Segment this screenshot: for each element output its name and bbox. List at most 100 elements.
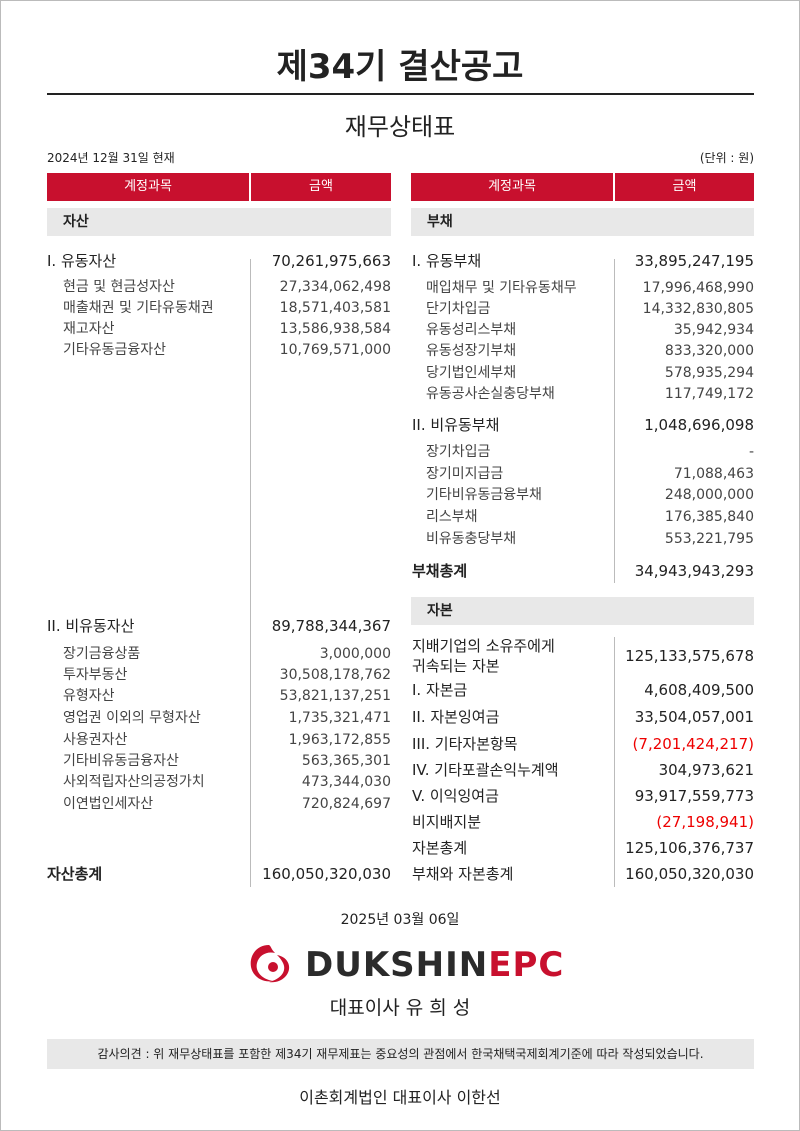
amount: 833,320,000 bbox=[664, 343, 754, 359]
amount: 117,749,172 bbox=[664, 386, 754, 402]
amount: 720,824,697 bbox=[301, 796, 391, 812]
amount: 4,608,409,500 bbox=[644, 681, 754, 699]
report-date: 2025년 03월 06일 bbox=[340, 912, 460, 928]
account-label: 비유동충당부채 bbox=[426, 531, 517, 547]
amount: 160,050,320,030 bbox=[262, 865, 391, 883]
account-label: 장기금융상품 bbox=[63, 646, 141, 662]
header-cell: 계정과목 bbox=[47, 173, 249, 201]
account-heading: 자산총계 bbox=[47, 865, 103, 883]
amount: 13,586,938,584 bbox=[279, 321, 391, 337]
amount: 160,050,320,030 bbox=[625, 865, 754, 883]
account-label: 유동성장기부채 bbox=[426, 343, 517, 359]
account-heading: 자본총계 bbox=[412, 839, 468, 857]
account-label: 장기차입금 bbox=[426, 444, 491, 460]
account-label: 매입채무 및 기타유동채무 bbox=[426, 280, 577, 296]
amount: 248,000,000 bbox=[664, 487, 754, 503]
logo-text: DUKSHINEPC bbox=[305, 945, 564, 985]
amount: 89,788,344,367 bbox=[271, 617, 391, 635]
amount: 27,334,062,498 bbox=[279, 279, 391, 295]
account-label: 당기법인세부채 bbox=[426, 365, 517, 381]
amount: 18,571,403,581 bbox=[279, 300, 391, 316]
amount: 70,261,975,663 bbox=[271, 252, 391, 270]
divider bbox=[614, 259, 615, 583]
amount: 10,769,571,000 bbox=[279, 342, 391, 358]
account-label: 사외적립자산의공정가치 bbox=[63, 774, 205, 790]
account-heading: 부채와 자본총계 bbox=[412, 865, 514, 883]
account-label: 유동성리스부채 bbox=[426, 322, 517, 338]
account-heading: I. 자본금 bbox=[412, 681, 468, 699]
account-label: 투자부동산 bbox=[63, 667, 128, 683]
header-cell: 금액 bbox=[615, 173, 754, 201]
amount: 14,332,830,805 bbox=[642, 301, 754, 317]
amount: 30,508,178,762 bbox=[279, 667, 391, 683]
account-heading: II. 비유동부채 bbox=[412, 416, 500, 434]
section-bar: 자본 bbox=[411, 597, 754, 625]
account-label: 단기차입금 bbox=[426, 301, 491, 317]
title-rule bbox=[47, 93, 754, 95]
account-heading: II. 비유동자산 bbox=[47, 617, 135, 635]
audit-opinion: 감사의견 : 위 재무상태표를 포함한 제34기 재무제표는 중요성의 관점에서… bbox=[47, 1039, 754, 1069]
header-cell: 계정과목 bbox=[411, 173, 613, 201]
date: 2024년 12월 31일 현재 bbox=[47, 151, 175, 165]
amount: 35,942,934 bbox=[673, 322, 754, 338]
account-label: 이연법인세자산 bbox=[63, 796, 154, 812]
account-label: 유동공사손실충당부채 bbox=[426, 386, 555, 402]
logo-icon bbox=[250, 945, 290, 983]
account-label: 사용권자산 bbox=[63, 732, 128, 748]
unit: (단위 : 원) bbox=[699, 151, 754, 165]
amount: (27,198,941) bbox=[656, 813, 754, 831]
account-label: 현금 및 현금성자산 bbox=[63, 279, 175, 295]
amount: 17,996,468,990 bbox=[642, 280, 754, 296]
account-label: 기타비유동금융부채 bbox=[426, 487, 542, 503]
amount: 125,106,376,737 bbox=[625, 839, 754, 857]
account-heading: I. 유동자산 bbox=[47, 252, 117, 270]
divider bbox=[614, 637, 615, 887]
amount: 304,973,621 bbox=[658, 761, 754, 779]
ceo: 대표이사 유 희 성 bbox=[329, 997, 471, 1019]
account-heading: III. 기타자본항목 bbox=[412, 735, 518, 753]
auditor: 이촌회계법인 대표이사 이한선 bbox=[299, 1088, 501, 1107]
account-heading: 부채총계 bbox=[412, 562, 468, 580]
account-heading: 비지배지분 bbox=[412, 813, 482, 831]
title: 제34기 결산공고 bbox=[276, 47, 524, 87]
amount: 473,344,030 bbox=[301, 774, 391, 790]
account-label: 유형자산 bbox=[63, 688, 115, 704]
amount: 1,735,321,471 bbox=[288, 710, 391, 726]
amount: 93,917,559,773 bbox=[634, 787, 754, 805]
account-label: 리스부채 bbox=[426, 509, 478, 525]
account-heading: IV. 기타포괄손익누계액 bbox=[412, 761, 559, 779]
account-heading: V. 이익잉여금 bbox=[412, 787, 499, 805]
amount: (7,201,424,217) bbox=[632, 735, 754, 753]
brand-suffix: EPC bbox=[488, 945, 565, 985]
account-label: 영업권 이외의 무형자산 bbox=[63, 710, 201, 726]
account-heading: I. 유동부채 bbox=[412, 252, 482, 270]
amount: 33,504,057,001 bbox=[634, 708, 754, 726]
amount: 53,821,137,251 bbox=[279, 688, 391, 704]
account-label: 장기미지급금 bbox=[426, 466, 504, 482]
account-label: 기타비유동금융자산 bbox=[63, 753, 179, 769]
amount: 1,048,696,098 bbox=[644, 416, 754, 434]
header-cell: 금액 bbox=[251, 173, 391, 201]
divider bbox=[250, 259, 251, 887]
amount: 3,000,000 bbox=[319, 646, 391, 662]
account-label: 기타유동금융자산 bbox=[63, 342, 167, 358]
section-bar: 부채 bbox=[411, 208, 754, 236]
section-bar: 자산 bbox=[47, 208, 391, 236]
account-label: 재고자산 bbox=[63, 321, 115, 337]
amount: 176,385,840 bbox=[664, 509, 754, 525]
amount: 553,221,795 bbox=[664, 531, 754, 547]
brand: DUKSHIN bbox=[305, 945, 489, 985]
account-heading: 지배기업의 소유주에게 귀속되는 자본 bbox=[412, 637, 555, 675]
amount: 563,365,301 bbox=[301, 753, 391, 769]
account-heading: II. 자본잉여금 bbox=[412, 708, 500, 726]
account-label: 매출채권 및 기타유동채권 bbox=[63, 300, 214, 316]
amount: 578,935,294 bbox=[664, 365, 754, 381]
amount: 33,895,247,195 bbox=[634, 252, 754, 270]
amount: 125,133,575,678 bbox=[625, 647, 754, 665]
amount: 34,943,943,293 bbox=[634, 562, 754, 580]
amount: - bbox=[748, 444, 754, 460]
amount: 71,088,463 bbox=[673, 466, 754, 482]
subtitle: 재무상태표 bbox=[344, 113, 456, 141]
amount: 1,963,172,855 bbox=[288, 732, 391, 748]
